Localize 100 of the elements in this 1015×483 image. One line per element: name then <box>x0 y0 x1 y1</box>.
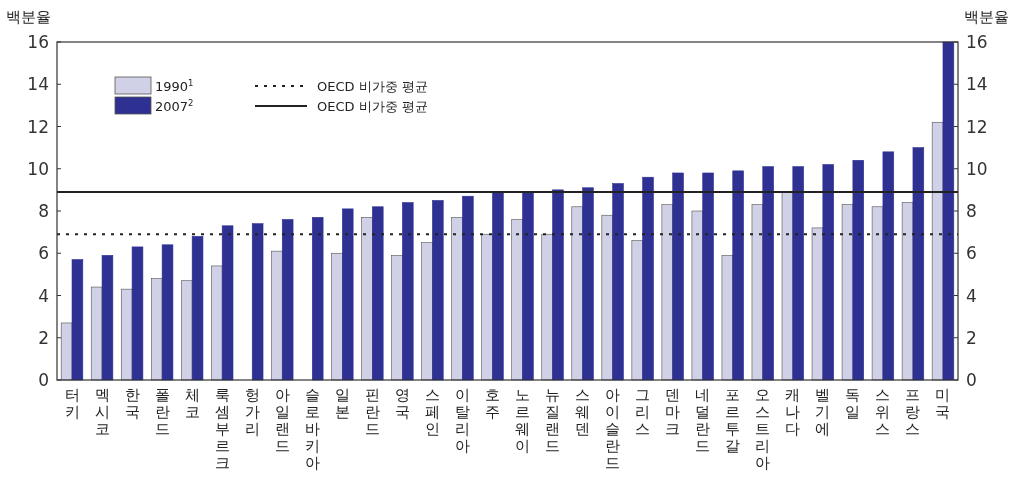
bar <box>672 172 684 381</box>
y-tick-label: 4 <box>38 285 49 306</box>
bar <box>661 204 673 381</box>
x-tick-label: 헝가리 <box>244 386 260 438</box>
bar <box>901 202 914 381</box>
bar <box>552 189 564 381</box>
x-tick-label: 핀란드 <box>364 386 380 438</box>
y-tick-label: 12 <box>27 116 49 137</box>
bar <box>912 147 925 381</box>
bar <box>601 214 613 381</box>
y2-tick-label: 14 <box>966 74 988 95</box>
y2-axis-title: 백분율 <box>964 8 1009 26</box>
bar <box>462 195 474 381</box>
x-tick-label: 뉴질랜드 <box>545 386 561 455</box>
bar <box>511 219 523 381</box>
bar <box>841 204 854 381</box>
bar <box>221 225 234 381</box>
bar <box>131 246 144 381</box>
y-tick-label: 8 <box>38 201 49 221</box>
x-tick-label: 미국 <box>935 386 951 421</box>
x-tick-label: 아이슬란드 <box>605 386 621 472</box>
x-tick-label: 스웨덴 <box>575 386 591 438</box>
bar <box>751 204 764 381</box>
y-tick-label: 16 <box>27 32 49 52</box>
x-tick-label: 캐나다 <box>785 386 801 438</box>
bar <box>612 183 624 381</box>
bar <box>342 208 354 381</box>
bar <box>882 151 895 381</box>
x-tick-label: 체코 <box>184 386 200 421</box>
bar <box>732 170 744 381</box>
x-tick-label: 스위스 <box>875 386 891 438</box>
bar <box>251 223 264 381</box>
y2-tick-label: 2 <box>966 327 977 348</box>
bar <box>161 244 174 381</box>
bar <box>762 166 774 381</box>
bar <box>191 236 204 381</box>
x-tick-label: 폴란드 <box>154 386 170 438</box>
legend-label: 1990$^{1}$ <box>155 78 194 94</box>
bar <box>492 191 504 381</box>
bar <box>101 255 114 381</box>
x-tick-label: 일본 <box>334 386 350 421</box>
y-tick-label: 0 <box>38 370 49 390</box>
bar <box>781 191 794 381</box>
y-tick-label: 2 <box>38 327 49 348</box>
x-tick-label: 독일 <box>845 386 861 421</box>
legend-label: 2007$^{2}$ <box>155 98 194 114</box>
x-tick-label: 스페인 <box>424 386 440 438</box>
bar <box>71 259 84 381</box>
bar <box>642 176 654 381</box>
y2-tick-label: 0 <box>966 370 977 390</box>
bar <box>852 160 864 381</box>
bar <box>451 217 463 381</box>
bar <box>721 255 734 381</box>
y-axis-title: 백분율 <box>6 8 51 26</box>
bar <box>481 233 493 381</box>
bar <box>331 252 343 381</box>
x-tick-label: 한국 <box>124 386 140 421</box>
y2-tick-label: 8 <box>966 201 977 221</box>
x-tick-label: 영국 <box>394 386 410 421</box>
bar <box>432 200 444 381</box>
bar <box>691 210 704 381</box>
bar <box>582 187 594 381</box>
bar <box>942 41 955 381</box>
x-tick-label: 그리스 <box>635 386 651 438</box>
bar <box>631 240 643 381</box>
x-tick-label: 덴마크 <box>665 386 681 438</box>
bar <box>541 233 553 381</box>
bar <box>871 206 884 381</box>
y2-tick-label: 4 <box>966 285 977 306</box>
x-tick-label: 노르웨이 <box>515 386 531 455</box>
legend-label: OECD 비가중 평균 <box>317 79 428 94</box>
bar <box>811 227 824 381</box>
bar <box>311 217 324 381</box>
bar <box>281 219 294 381</box>
x-tick-label: 룩셈부르크 <box>214 386 230 472</box>
x-tick-label: 호주 <box>484 386 500 421</box>
bar <box>421 242 433 381</box>
bar <box>271 250 283 381</box>
bar <box>402 202 414 381</box>
y2-tick-label: 10 <box>966 158 988 179</box>
bar <box>702 172 714 381</box>
x-tick-label: 네덜란드 <box>695 386 711 455</box>
x-tick-label: 프랑스 <box>905 386 921 438</box>
y2-tick-label: 16 <box>966 32 988 52</box>
y-tick-label: 10 <box>27 158 49 179</box>
bar <box>361 217 373 381</box>
bar <box>571 206 583 381</box>
x-tick-label: 아일랜드 <box>274 386 290 455</box>
y2-tick-label: 12 <box>966 116 988 137</box>
bar <box>211 265 223 381</box>
x-tick-label: 오스트리아 <box>755 386 771 472</box>
y-tick-label: 6 <box>38 243 49 264</box>
y-tick-label: 14 <box>27 74 49 95</box>
y2-tick-label: 6 <box>966 243 977 264</box>
bar <box>522 191 534 381</box>
x-tick-label: 멕시코 <box>94 386 110 438</box>
bar <box>181 280 193 381</box>
legend-label: OECD 비가중 평균 <box>317 99 428 114</box>
x-tick-label: 이탈리아 <box>454 386 470 455</box>
x-tick-label: 터키 <box>64 386 80 421</box>
